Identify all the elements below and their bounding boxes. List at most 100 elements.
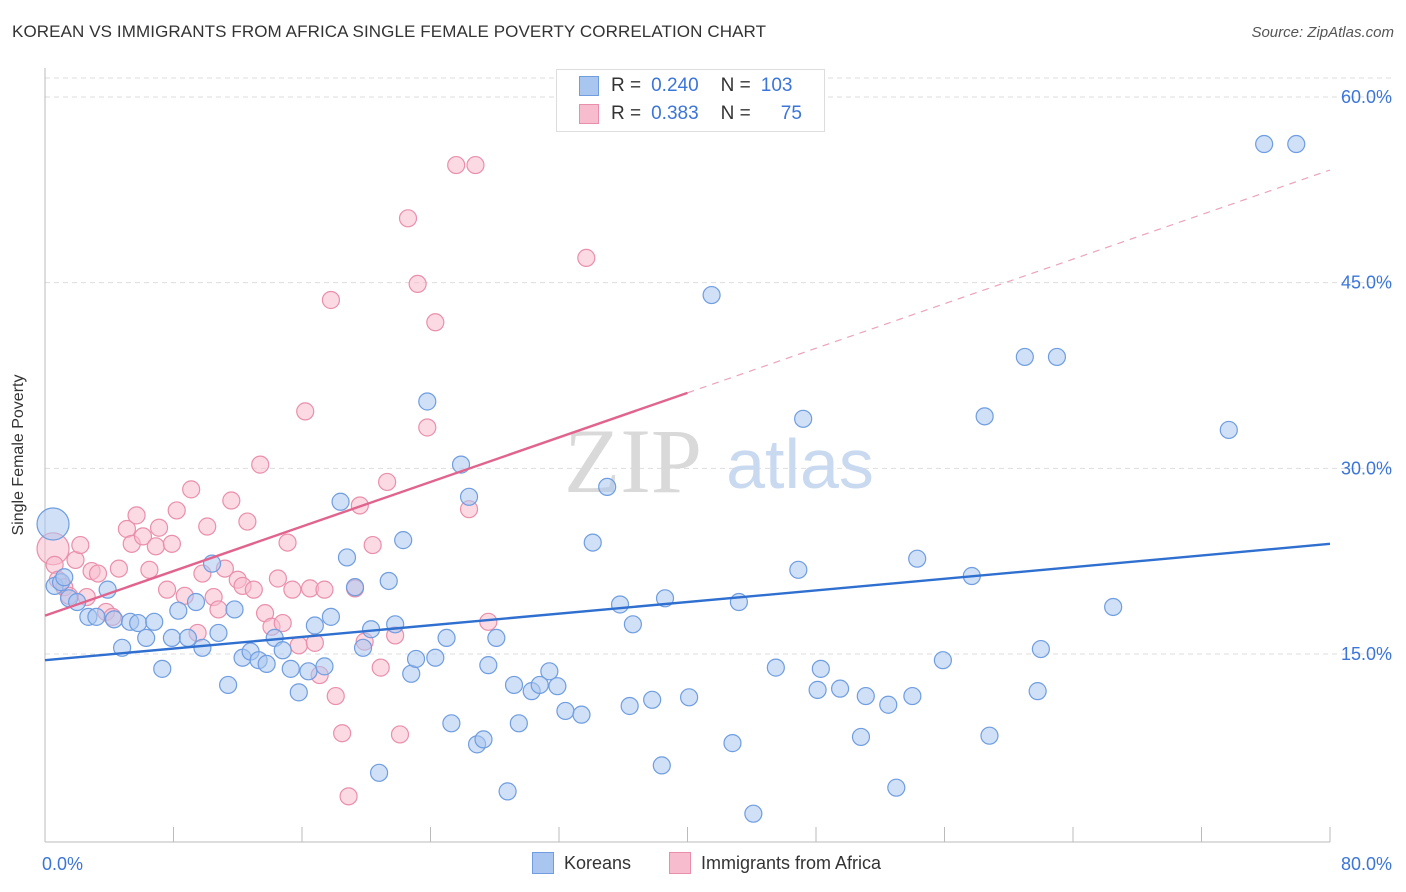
- africa-point: [315, 580, 334, 599]
- korean-point: [556, 701, 575, 721]
- africa-point: [244, 580, 263, 599]
- trend-lines: [44, 169, 1331, 662]
- africa-point: [146, 537, 165, 556]
- africa-point: [363, 535, 382, 555]
- africa-point: [398, 209, 418, 228]
- africa-point: [198, 517, 217, 536]
- bottom-legend-africa: Immigrants from Africa: [669, 852, 881, 874]
- korean-point: [903, 686, 922, 706]
- korean-point: [257, 654, 276, 674]
- korean-point: [379, 571, 398, 591]
- korean-point: [583, 533, 602, 552]
- korean-point: [55, 568, 74, 587]
- korean-point: [1047, 347, 1067, 367]
- chart-title: KOREAN VS IMMIGRANTS FROM AFRICA SINGLE …: [12, 22, 767, 41]
- africa-point: [339, 787, 358, 806]
- africa-point: [71, 535, 90, 555]
- africa-point: [479, 612, 498, 631]
- korean-point: [209, 623, 228, 643]
- y-tick-label: 15.0%: [1341, 644, 1392, 664]
- korean-point: [289, 683, 308, 702]
- africa-point: [289, 636, 308, 655]
- korean-r-label: R =: [611, 75, 642, 96]
- africa-point: [238, 512, 257, 531]
- korean-n-value: 103: [760, 75, 793, 96]
- korean-point: [887, 778, 906, 797]
- korean-point: [394, 531, 413, 550]
- korean-point: [1104, 597, 1123, 617]
- africa-n-value: 75: [780, 103, 802, 124]
- korean-point: [572, 705, 591, 724]
- africa-point: [140, 560, 159, 579]
- bottom-africa-swatch: [669, 852, 691, 874]
- korean-point: [548, 677, 567, 696]
- korean-point: [498, 782, 517, 801]
- korean-point: [98, 580, 117, 599]
- korean-point: [153, 659, 172, 678]
- y-tick-label: 45.0%: [1341, 273, 1392, 293]
- korean-point: [1255, 134, 1274, 154]
- africa-point: [162, 534, 181, 553]
- korean-point: [851, 727, 871, 747]
- africa-trend-extension: [687, 169, 1331, 394]
- korean-point: [370, 763, 389, 782]
- korean-point: [331, 492, 350, 511]
- africa-r-value: 0.383: [651, 103, 699, 124]
- africa-trend-line: [44, 391, 688, 617]
- korean-point: [129, 613, 148, 633]
- africa-point: [278, 533, 297, 552]
- korean-point: [219, 675, 238, 695]
- korean-point: [273, 641, 292, 660]
- watermark-zip: ZIP: [564, 410, 702, 512]
- y-axis-label: Single Female Poverty: [10, 374, 27, 536]
- x-tick-label-max: 80.0%: [1341, 854, 1392, 874]
- korean-point: [702, 285, 721, 305]
- korean-point: [540, 662, 559, 681]
- korean-point: [610, 595, 630, 614]
- korean-point: [442, 714, 461, 733]
- korean-point: [723, 734, 742, 753]
- korean-point: [1015, 347, 1034, 367]
- korean-point: [680, 688, 699, 707]
- korean-point: [474, 730, 493, 749]
- africa-point: [577, 248, 596, 268]
- africa-point: [326, 686, 345, 706]
- korean-point: [504, 675, 524, 695]
- axes: [44, 68, 1331, 843]
- africa-point: [378, 472, 397, 492]
- korean-point: [87, 607, 106, 626]
- africa-point: [251, 455, 270, 474]
- africa-point: [333, 724, 352, 743]
- africa-point: [426, 313, 445, 332]
- africa-point: [209, 600, 228, 619]
- korean-point: [643, 690, 662, 709]
- korean-point: [1219, 420, 1238, 440]
- korean-point: [766, 658, 785, 677]
- legend-row-africa: R = 0.383 N = 75: [579, 101, 802, 127]
- korean-point: [908, 549, 927, 568]
- korean-point: [933, 651, 952, 670]
- korean-point: [186, 592, 206, 612]
- y-tick-label: 60.0%: [1341, 87, 1392, 107]
- korean-swatch: [579, 76, 599, 96]
- africa-point: [222, 491, 241, 510]
- africa-point: [157, 580, 177, 599]
- africa-point: [133, 527, 153, 546]
- korean-point: [145, 612, 164, 631]
- korean-point: [1028, 682, 1047, 701]
- korean-point: [406, 649, 426, 669]
- africa-point: [371, 658, 390, 677]
- korean-point: [178, 628, 198, 648]
- y-tick-label: 30.0%: [1341, 458, 1392, 478]
- korean-point: [1031, 639, 1050, 659]
- korean-point: [305, 616, 324, 635]
- africa-point: [109, 559, 128, 578]
- korean-point: [337, 548, 357, 567]
- korean-point: [487, 628, 506, 648]
- africa-swatch: [579, 104, 599, 124]
- korean-point: [652, 756, 671, 775]
- bottom-korean-label: Koreans: [564, 852, 632, 873]
- korean-point: [808, 680, 827, 699]
- africa-point: [321, 290, 341, 310]
- korean-point: [386, 615, 405, 634]
